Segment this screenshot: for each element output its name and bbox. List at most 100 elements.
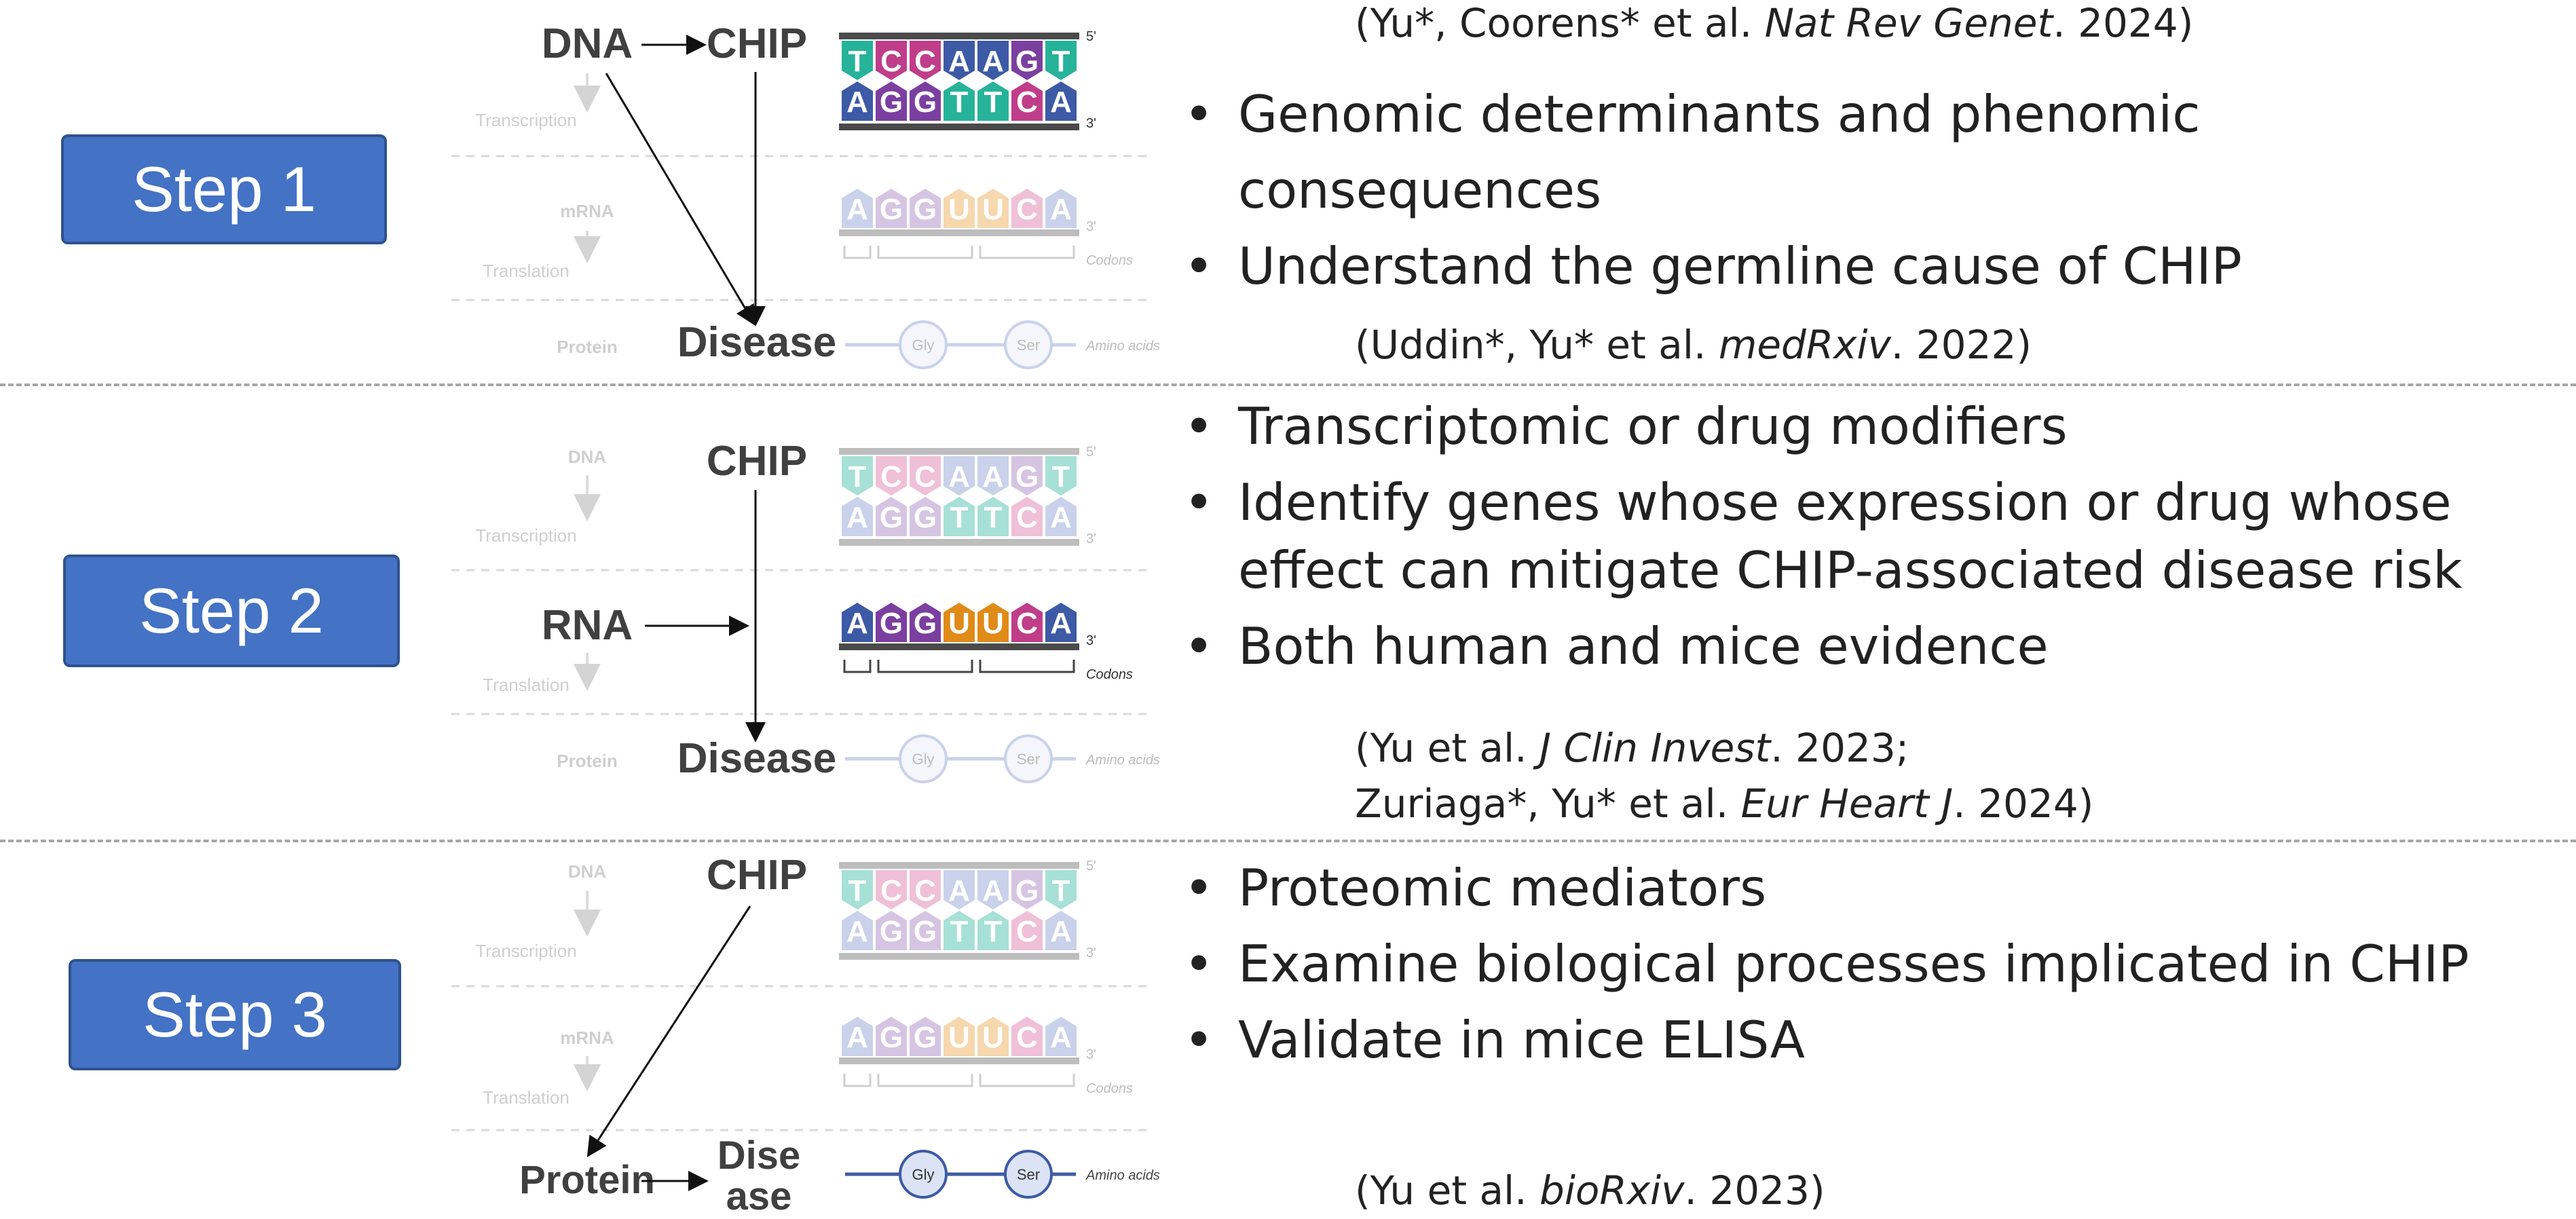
nucleotide-letter: A xyxy=(846,915,868,948)
codons-label: Codons xyxy=(1086,667,1133,682)
nucleotide-letter: A xyxy=(1050,1021,1072,1054)
citation-journal: J Clin Invest xyxy=(1539,725,1771,771)
diagram-node-label: Protein xyxy=(519,1158,655,1202)
nucleotide-letter: U xyxy=(948,193,970,226)
step-3-bullets: Proteomic mediators Examine biological p… xyxy=(1184,850,2541,1078)
nucleotide-letter: T xyxy=(950,501,969,534)
step-1-button[interactable]: Step 1 xyxy=(61,134,387,244)
citation-text: (Yu et al. xyxy=(1355,725,1539,771)
amino-acid-label: Ser xyxy=(1017,1166,1040,1183)
nucleotide-tile xyxy=(977,81,1009,121)
nucleotide-letter: A xyxy=(1050,501,1072,534)
amino-acid-chain-faded: Gly Ser Amino acids xyxy=(845,320,1160,369)
nucleotide-letter: A xyxy=(982,460,1004,493)
nucleotide-tile xyxy=(944,497,975,536)
nucleotide-letter: G xyxy=(914,501,937,534)
nucleotide-letter: A xyxy=(846,1021,868,1054)
amino-acids-label: Amino acids xyxy=(1085,1168,1160,1183)
nucleotide-letter: C xyxy=(1016,193,1038,226)
codon-bracket xyxy=(979,1074,1075,1087)
dna-backbone xyxy=(839,33,1079,39)
bullet-item: Validate in mice ELISA xyxy=(1184,1002,2541,1078)
nucleotide-letter: C xyxy=(914,45,936,78)
nucleotide-tile xyxy=(977,189,1009,228)
faint-label: mRNA xyxy=(560,201,614,221)
nucleotide-letter: G xyxy=(914,1021,937,1054)
nucleotide-tile xyxy=(977,456,1009,495)
nucleotide-tile xyxy=(1045,41,1077,80)
nucleotide-letter: C xyxy=(880,45,902,78)
bullet-item: Both human and mice evidence xyxy=(1184,608,2548,684)
nucleotide-letter: G xyxy=(914,193,937,226)
nucleotide-tile xyxy=(910,911,941,950)
nucleotide-tile xyxy=(1011,870,1043,909)
nucleotide-tile xyxy=(842,189,873,228)
nucleotide-tile xyxy=(977,1017,1009,1056)
nucleotide-tile xyxy=(842,456,873,495)
nucleotide-letter: T xyxy=(1052,874,1070,907)
step-2-button[interactable]: Step 2 xyxy=(63,555,400,667)
five-prime-label: 5' xyxy=(1086,29,1096,44)
nucleotide-tile xyxy=(876,1017,907,1056)
codon-bracket xyxy=(877,1074,973,1087)
nucleotide-letter: G xyxy=(914,86,937,119)
citation-text: . 2022) xyxy=(1890,322,2032,368)
nucleotide-tile xyxy=(944,1017,975,1056)
diagram-node-label: Disease xyxy=(677,735,836,782)
nucleotide-tile xyxy=(1011,41,1043,80)
faint-label: DNA xyxy=(568,861,607,882)
nucleotide-tile xyxy=(910,456,941,495)
nucleotide-tile xyxy=(944,870,975,909)
step-1-citation-top: (Yu*, Coorens* et al. Nat Rev Genet. 202… xyxy=(1355,0,2193,52)
bullet-item: Proteomic mediators xyxy=(1184,850,2541,926)
nucleotide-letter: A xyxy=(948,874,970,907)
dark-arrow xyxy=(605,73,756,326)
mrna-strand: A G G U U C A3'Codons xyxy=(839,603,1133,682)
citation-journal: medRxiv xyxy=(1718,322,1891,368)
amino-acid-chain: Gly Ser Amino acids xyxy=(845,1150,1160,1199)
three-prime-label: 3' xyxy=(1086,1047,1096,1062)
step-2-citation-line-1: (Yu et al. J Clin Invest. 2023; xyxy=(1355,719,1909,776)
step-2-bullets: Transcriptomic or drug modifiers Identif… xyxy=(1184,388,2548,684)
citation-text: Zuriaga*, Yu* et al. xyxy=(1355,781,1741,827)
nucleotide-letter: T xyxy=(984,86,1003,119)
nucleotide-tile xyxy=(876,81,907,121)
codons-label: Codons xyxy=(1086,253,1133,268)
nucleotide-letter: T xyxy=(950,86,969,119)
nucleotide-letter: U xyxy=(982,193,1004,226)
nucleotide-tile xyxy=(842,497,873,536)
nucleotide-tile xyxy=(944,603,975,642)
nucleotide-tile xyxy=(910,189,941,228)
nucleotide-letter: G xyxy=(914,915,937,948)
nucleotide-letter: G xyxy=(914,607,937,640)
dna-strand-faded: T C C A A G TA G G T T C A5'3' xyxy=(839,445,1096,546)
amino-acid-circle xyxy=(1004,320,1053,369)
codon-bracket xyxy=(877,660,973,673)
bullet-item: Genomic determinants and phenomic conseq… xyxy=(1184,76,2541,228)
nucleotide-tile xyxy=(944,911,975,950)
nucleotide-tile xyxy=(1011,497,1043,536)
nucleotide-tile xyxy=(876,456,907,495)
nucleotide-tile xyxy=(977,603,1009,642)
nucleotide-tile xyxy=(842,1017,873,1056)
nucleotide-letter: A xyxy=(948,460,970,493)
amino-acid-label: Ser xyxy=(1017,337,1040,354)
three-prime-label: 3' xyxy=(1086,219,1096,234)
mrna-strand-faded: A G G U U C A3'Codons xyxy=(839,1017,1133,1096)
step-1-citation-bottom: (Uddin*, Yu* et al. medRxiv. 2022) xyxy=(1355,316,2032,373)
nucleotide-tile xyxy=(910,870,941,909)
step-3-button[interactable]: Step 3 xyxy=(69,959,401,1070)
nucleotide-tile xyxy=(876,911,907,950)
codon-bracket xyxy=(843,1074,872,1087)
step-3-citation: (Yu et al. bioRxiv. 2023) xyxy=(1355,1162,1825,1219)
citation-text: . 2024) xyxy=(2053,0,2194,46)
faint-label: Protein xyxy=(557,751,618,771)
nucleotide-tile xyxy=(910,497,941,536)
amino-acid-circle xyxy=(1004,734,1053,783)
nucleotide-letter: T xyxy=(848,45,867,78)
dna-strand-faded: T C C A A G TA G G T T C A5'3' xyxy=(839,859,1096,960)
nucleotide-letter: A xyxy=(1050,193,1072,226)
codon-bracket xyxy=(979,660,1075,673)
nucleotide-letter: T xyxy=(1052,45,1070,78)
